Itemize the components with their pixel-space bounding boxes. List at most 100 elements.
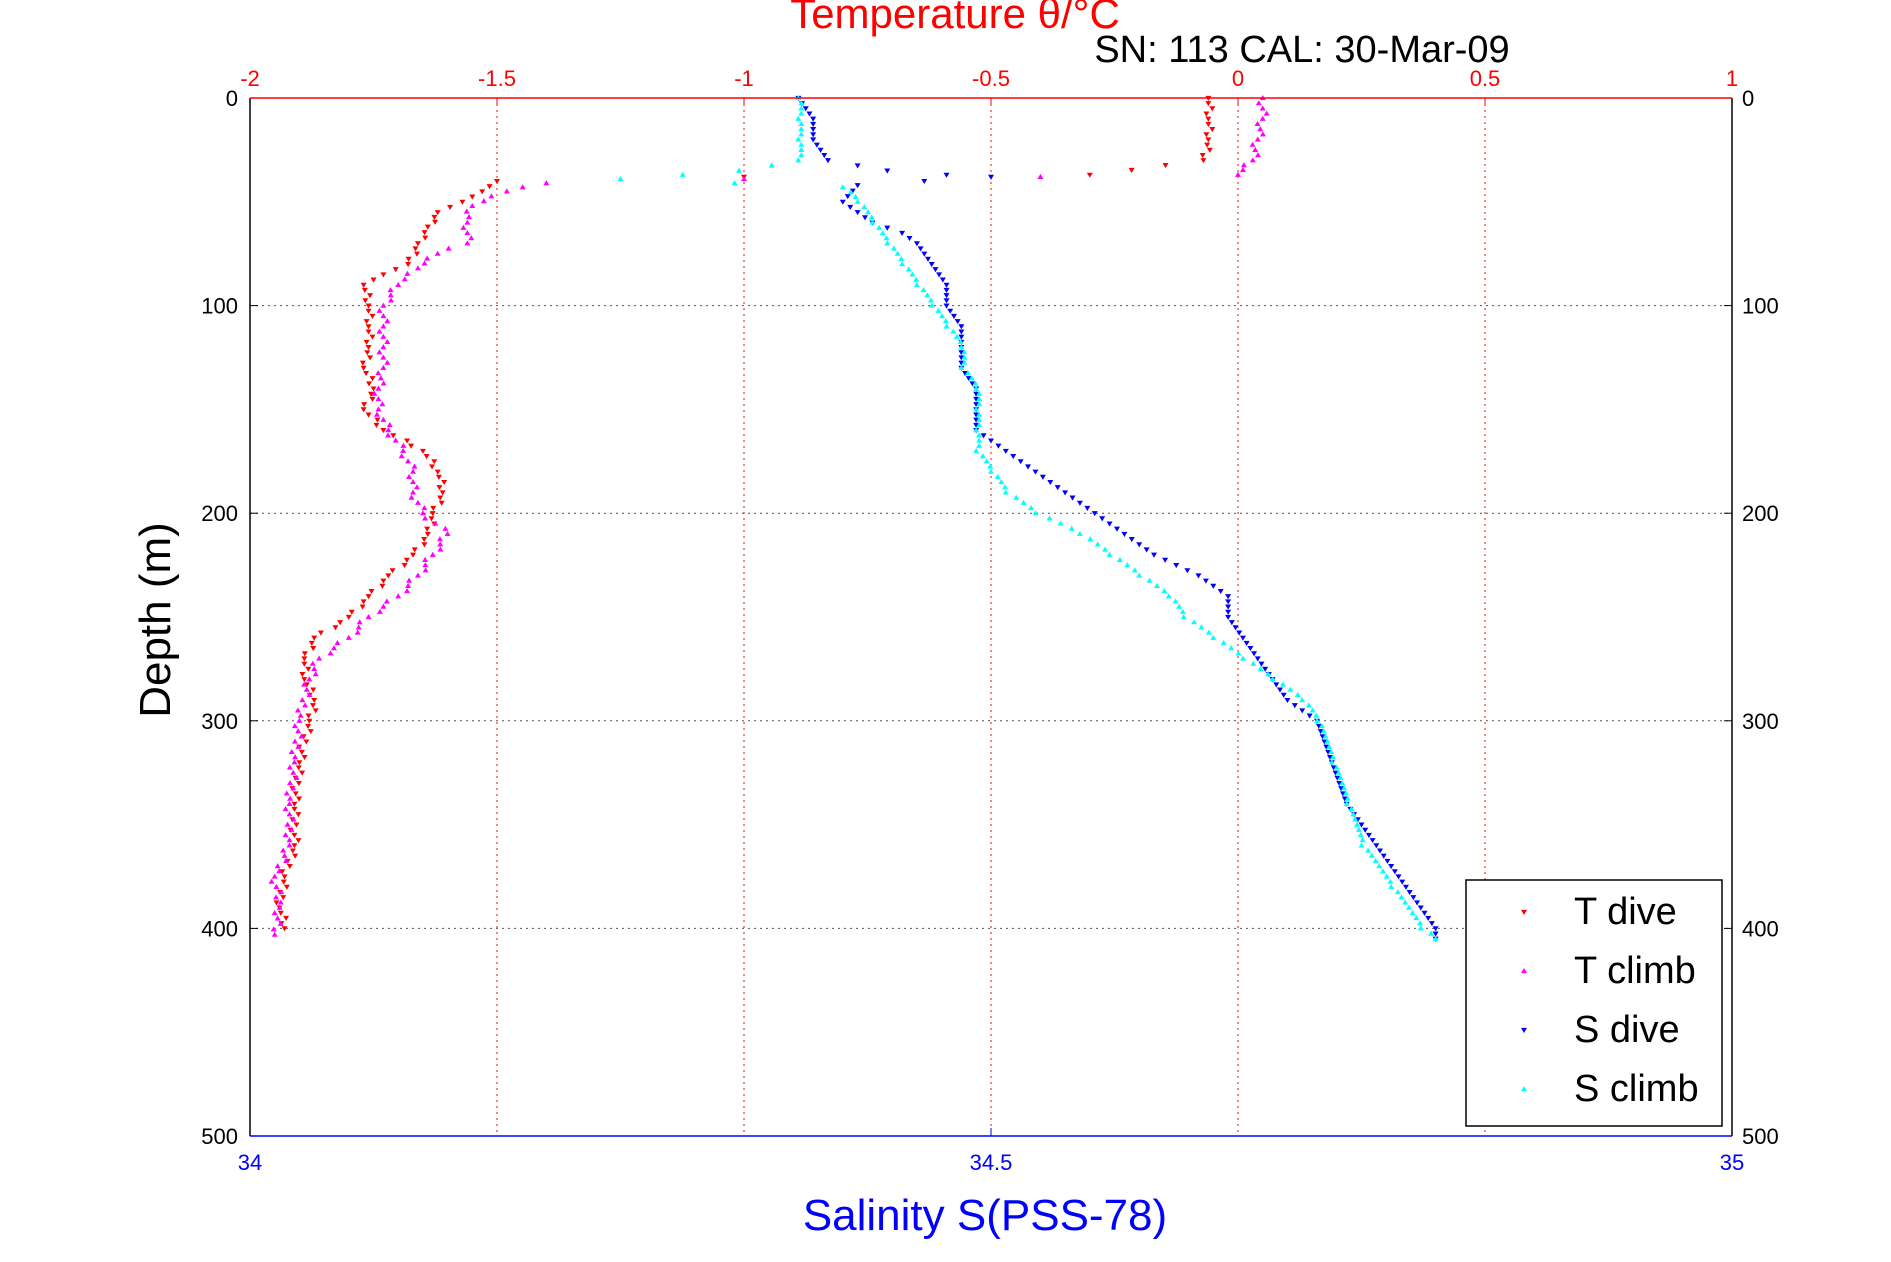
- series-s-climb-point: [905, 266, 912, 272]
- series-s-dive-point: [1365, 832, 1372, 838]
- series-t-dive-point: [379, 583, 386, 589]
- top-axis-tick-label: 0.5: [1470, 66, 1501, 91]
- series-t-dive-point: [469, 194, 476, 200]
- series-s-climb-point: [876, 224, 883, 230]
- series-s-dive-point: [958, 324, 965, 330]
- series-s-dive-point: [943, 287, 950, 294]
- series-t-dive-point: [298, 749, 305, 755]
- series-t-dive-point: [369, 396, 376, 403]
- series-t-climb-point: [380, 364, 387, 370]
- series-t-climb-point: [276, 868, 283, 874]
- left-axis-tick-label: 500: [201, 1124, 238, 1149]
- right-axis-tick-label: 100: [1742, 294, 1779, 319]
- series-t-climb-point: [375, 370, 382, 376]
- series-s-climb-point: [976, 432, 983, 438]
- series-s-dive-point: [913, 241, 920, 247]
- series-t-dive-point: [363, 319, 370, 325]
- series-t-climb-point: [480, 198, 487, 204]
- series-t-climb-point: [388, 297, 395, 303]
- series-t-climb-point: [287, 780, 294, 786]
- series-s-dive-point: [965, 376, 972, 382]
- series-t-dive-point: [419, 448, 426, 454]
- series-t-climb-point: [356, 619, 363, 625]
- series-s-climb-point: [1379, 868, 1386, 874]
- series-s-climb-point: [1191, 619, 1198, 625]
- series-t-climb-point: [290, 785, 297, 791]
- series-t-dive-point: [423, 454, 430, 460]
- series-s-dive-point: [862, 215, 869, 221]
- series-s-climb-point: [973, 406, 980, 412]
- series-t-climb-point: [277, 899, 284, 905]
- series-t-climb-point: [284, 821, 291, 827]
- series-t-climb-point: [503, 188, 510, 194]
- series-t-dive-point: [305, 713, 312, 719]
- series-t-climb-point: [384, 338, 391, 345]
- series-s-climb-point: [1328, 748, 1335, 755]
- series-s-climb-point: [1333, 764, 1340, 770]
- series-s-climb-point: [1324, 738, 1331, 744]
- series-s-climb-point: [983, 458, 990, 464]
- series-t-dive-point: [370, 386, 377, 392]
- series-t-climb-point: [371, 390, 378, 396]
- series-t-climb-point: [410, 489, 417, 495]
- series-s-dive-point: [973, 396, 980, 403]
- series-s-dive-point: [813, 142, 820, 148]
- series-s-climb-point: [1432, 935, 1439, 941]
- series-t-dive-point: [438, 500, 445, 506]
- series-s-dive-point: [1410, 895, 1417, 901]
- series-t-dive-point: [365, 308, 372, 314]
- series-s-climb-point: [965, 370, 972, 376]
- series-t-climb-point: [466, 214, 473, 220]
- legend-marker: [1521, 909, 1527, 915]
- series-t-dive-point: [291, 806, 298, 813]
- series-s-climb-point: [1068, 525, 1075, 531]
- series-s-dive-point: [1039, 474, 1046, 480]
- series-s-dive-point: [810, 127, 817, 133]
- series-t-dive-point: [283, 884, 290, 890]
- series-s-dive-point: [1336, 780, 1343, 787]
- series-t-climb-point: [460, 224, 467, 230]
- series-t-climb-point: [312, 671, 319, 677]
- series-t-climb-point: [385, 427, 392, 433]
- series-s-dive-point: [939, 277, 946, 283]
- series-s-dive-point: [943, 303, 950, 309]
- series-s-climb-point: [1020, 499, 1027, 505]
- series-s-climb-point: [987, 463, 994, 469]
- series-t-climb-point: [294, 707, 301, 713]
- series-s-dive-point: [1317, 729, 1324, 735]
- series-t-dive-point: [1204, 142, 1211, 148]
- series-t-climb-point: [375, 406, 382, 412]
- series-t-dive-point: [380, 272, 387, 278]
- series-s-dive-point: [936, 272, 943, 278]
- series-s-climb-point: [961, 359, 968, 365]
- series-s-climb-point: [1102, 546, 1109, 552]
- series-t-climb: [268, 95, 1270, 937]
- series-t-climb-point: [413, 484, 420, 490]
- series-t-climb-point: [380, 312, 387, 319]
- series-t-climb-point: [436, 536, 443, 542]
- series-t-climb-point: [445, 245, 452, 251]
- series-s-climb-point: [1335, 769, 1342, 775]
- series-s-climb-point: [1359, 837, 1366, 843]
- series-t-dive-point: [434, 469, 441, 475]
- series-s-climb-point: [1013, 494, 1020, 500]
- series-s-dive-point: [849, 188, 856, 194]
- series-s-climb-point: [988, 468, 994, 474]
- series-t-dive-point: [295, 765, 302, 771]
- series-s-dive-point: [1373, 843, 1380, 849]
- series-s-climb-point: [1354, 821, 1361, 827]
- series-t-dive-point: [1086, 172, 1093, 178]
- series-t-dive-point: [486, 184, 493, 190]
- right-axis-tick-label: 400: [1742, 916, 1779, 941]
- series-t-dive-point: [361, 287, 368, 294]
- series-s-climb-point: [1313, 712, 1320, 718]
- series-t-dive-point: [447, 204, 454, 210]
- series-t-climb-point: [286, 837, 293, 843]
- series-s-dive-point: [1025, 464, 1032, 470]
- series-s-climb-point: [939, 312, 946, 319]
- series-t-dive-point: [434, 210, 441, 216]
- series-s-climb: [617, 95, 1439, 941]
- series-t-climb-point: [380, 323, 387, 329]
- series-t-climb-point: [273, 894, 280, 900]
- series-t-climb-point: [432, 520, 439, 526]
